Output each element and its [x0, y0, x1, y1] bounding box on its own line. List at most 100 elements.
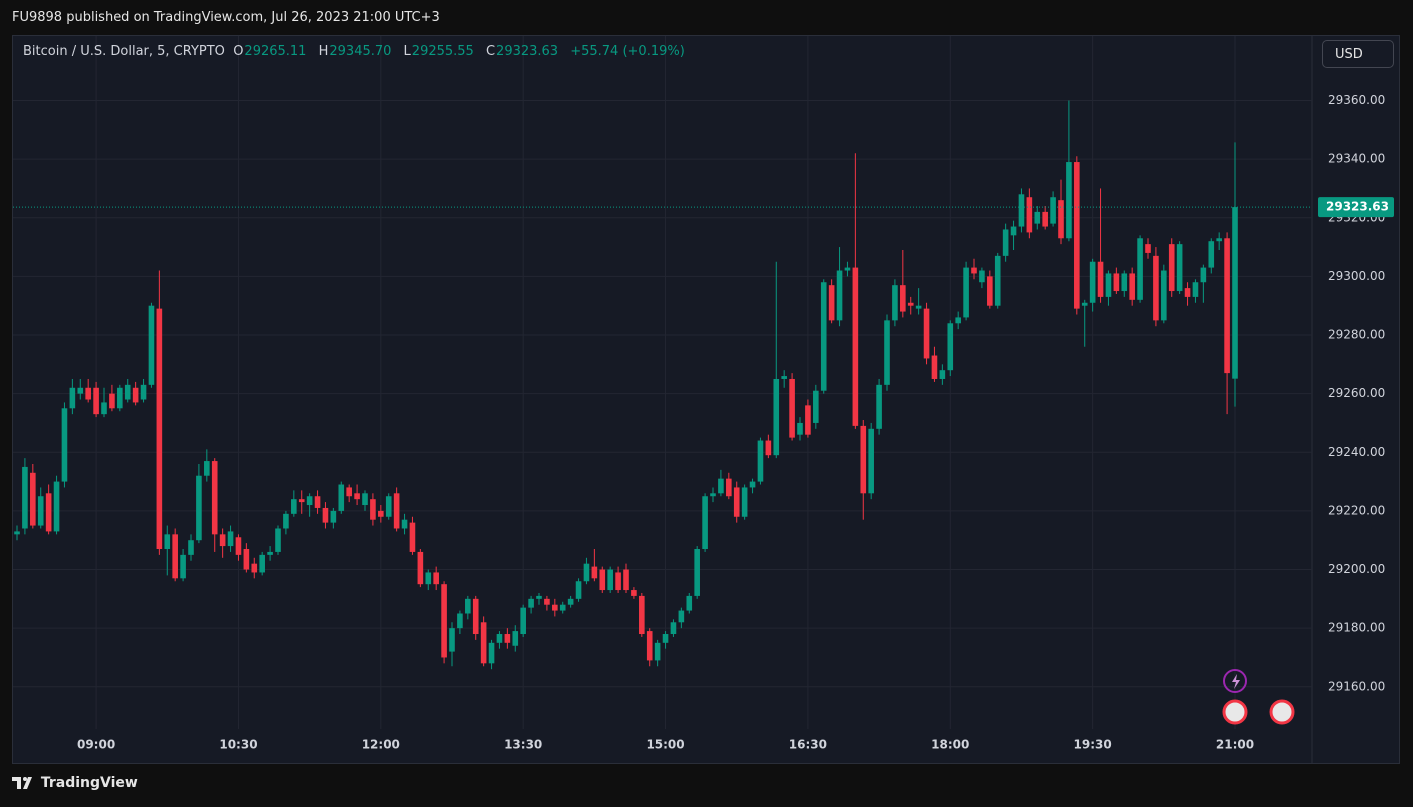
candle-body — [733, 487, 740, 517]
candle-body — [678, 610, 685, 623]
candle-body — [417, 551, 424, 585]
candle-body — [686, 595, 693, 611]
candle-body — [931, 355, 938, 379]
candle-body — [1184, 288, 1191, 297]
candle-body — [180, 554, 186, 579]
candle-body — [567, 598, 574, 605]
legend-key: L — [403, 44, 411, 59]
candle-body — [362, 493, 368, 506]
candle-body — [480, 622, 487, 664]
candle-body — [900, 285, 906, 312]
candle-body — [1145, 244, 1151, 253]
us-flag-icon[interactable] — [1222, 699, 1248, 725]
candle-body — [196, 475, 202, 541]
currency-button[interactable]: USD — [1322, 40, 1394, 68]
legend-value: 29255.55 — [411, 44, 474, 59]
candle-body — [915, 305, 922, 309]
candle-body — [172, 534, 178, 579]
candle-body — [354, 493, 360, 500]
candle-body — [275, 528, 281, 552]
candle-body — [504, 634, 511, 643]
candle-body — [117, 387, 123, 409]
candle-body — [836, 270, 843, 321]
y-tick-label: 29240.00 — [1328, 445, 1385, 459]
x-tick-label: 15:00 — [646, 738, 684, 752]
candle-body — [844, 267, 851, 271]
candle-body — [1058, 200, 1064, 239]
candle-body — [314, 496, 321, 508]
legend-value: 29323.63 — [496, 44, 559, 59]
candle-body — [378, 510, 384, 517]
candle-body — [267, 551, 273, 555]
y-tick-label: 29340.00 — [1328, 152, 1385, 166]
legend-key: C — [485, 44, 496, 59]
candle-body — [204, 461, 210, 476]
candle-body — [1081, 302, 1088, 306]
candle-body — [757, 440, 764, 482]
candle-body — [639, 595, 645, 635]
candle-body — [820, 282, 827, 391]
event-icon[interactable] — [1223, 669, 1247, 693]
candle-body — [591, 566, 598, 579]
candle-body — [868, 428, 874, 494]
candle-body — [243, 549, 250, 570]
legend-value: 29265.11 — [244, 44, 307, 59]
y-tick-label: 29200.00 — [1328, 562, 1385, 576]
candle-body — [599, 569, 606, 591]
candle-body — [670, 622, 677, 635]
candle-body — [61, 408, 68, 482]
candle-body — [718, 478, 724, 494]
candle-body — [1137, 238, 1143, 300]
candle-body — [520, 607, 526, 635]
candle-body — [1034, 211, 1041, 224]
candle-body — [1113, 273, 1120, 292]
candle-body — [1026, 197, 1033, 233]
y-tick-label: 29300.00 — [1328, 269, 1385, 283]
symbol-legend: Bitcoin / U.S. Dollar, 5, CRYPTO O29265.… — [23, 44, 693, 59]
last-price-label: 29323.63 — [1326, 200, 1389, 214]
candle-body — [631, 590, 637, 596]
candle-body — [947, 323, 954, 371]
x-tick-label: 18:00 — [931, 738, 969, 752]
candle-body — [69, 387, 76, 409]
candle-body — [623, 569, 629, 591]
candle-body — [283, 513, 289, 529]
candle-body — [1232, 207, 1238, 379]
us-flag-icon[interactable] — [1269, 699, 1295, 725]
candle-body — [101, 402, 107, 415]
candle-body — [987, 276, 993, 306]
candle-body — [1168, 244, 1175, 292]
x-tick-label: 16:30 — [789, 738, 827, 752]
x-tick-label: 10:30 — [219, 738, 257, 752]
candle-body — [22, 466, 28, 529]
candle-body — [188, 540, 194, 555]
candle-body — [85, 387, 91, 400]
candle-body — [77, 387, 84, 394]
candle-body — [646, 631, 653, 661]
candle-body — [1153, 255, 1159, 321]
candle-body — [1002, 229, 1009, 256]
candle-body — [227, 531, 234, 547]
x-tick-label: 19:30 — [1074, 738, 1112, 752]
candle-body — [37, 496, 44, 526]
legend-key: H — [318, 44, 329, 59]
brand-logo: TradingView — [12, 775, 138, 791]
candle-body — [1192, 282, 1199, 297]
candle-body — [702, 496, 708, 550]
chart-panel — [12, 35, 1400, 764]
candle-body — [156, 308, 163, 550]
candle-body — [828, 285, 835, 321]
y-tick-label: 29280.00 — [1328, 328, 1385, 342]
last-price-badge — [1318, 197, 1394, 218]
candle-body — [860, 425, 867, 494]
candle-body — [306, 496, 313, 506]
y-tick-label: 29220.00 — [1328, 503, 1385, 517]
candle-body — [979, 270, 985, 283]
candle-body — [164, 534, 171, 550]
candle-body — [465, 598, 471, 614]
candle-body — [1200, 267, 1207, 283]
legend-key: O — [233, 44, 244, 59]
candle-body — [789, 378, 795, 438]
x-tick-label: 13:30 — [504, 738, 542, 752]
